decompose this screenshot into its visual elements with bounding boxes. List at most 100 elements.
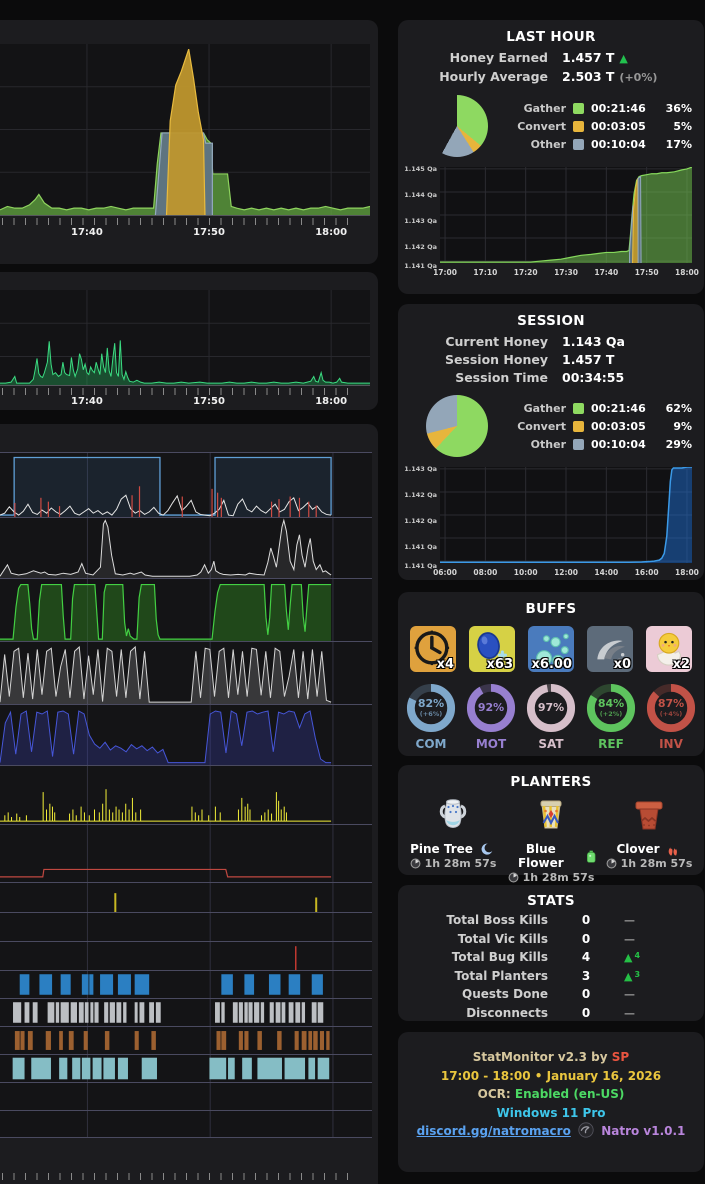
x-axis-ticks — [2, 218, 358, 225]
y-tick-label: 1.141 Qa — [404, 561, 437, 570]
gauge-com: 82% (+6%) COM — [404, 682, 458, 751]
stat-value: 1.457 T ▲ — [562, 50, 628, 65]
y-tick-label: 1.142 Qa — [404, 491, 437, 500]
discord-link[interactable]: discord.gg/natromacro — [416, 1124, 571, 1138]
app-version-line: StatMonitor v2.3 by SP — [472, 1050, 630, 1064]
timeline-tracks-panel — [0, 424, 378, 1184]
timeline-row — [0, 1083, 372, 1111]
legend-swatch — [573, 402, 584, 414]
ocr-status: Enabled (en-US) — [514, 1087, 625, 1101]
x-axis-labels: 17:40 17:50 18:00 — [0, 396, 370, 410]
about-card: StatMonitor v2.3 by SP 17:00 - 18:00 • J… — [398, 1032, 704, 1172]
legend-row: Other 00:10:04 17% — [530, 137, 692, 151]
x-axis-ticks — [2, 388, 358, 395]
legend-row: Convert 00:03:05 5% — [517, 119, 692, 133]
gauge-label: COM — [415, 737, 447, 751]
stat-row: Quests Done 0— — [398, 986, 704, 1005]
x-tick-label: 17:40 — [71, 396, 103, 407]
chart-plot — [440, 467, 692, 563]
time-split-pie-chart — [426, 95, 488, 157]
buff-multiplier: x2 — [672, 657, 690, 672]
x-tick-label: 17:40 — [71, 227, 103, 238]
activity-chart-panel: 17:40 17:50 18:00 — [0, 272, 378, 410]
stat-row: Total Planters 3 ▲ 3 — [398, 968, 704, 987]
session-card: SESSION Current Honey 1.143 Qa Session Ho… — [398, 304, 704, 580]
last-hour-card: LAST HOUR Honey Earned 1.457 T ▲ Hourly A… — [398, 20, 704, 294]
natro-logo-icon — [578, 1122, 594, 1138]
buff-multiplier: x6.00 — [531, 657, 572, 672]
session-honey-chart: 1.143 Qa 1.142 Qa 1.142 Qa 1.141 Qa 1.14… — [404, 465, 699, 577]
y-tick-label: 1.144 Qa — [404, 191, 437, 200]
time-split: Gather 00:21:46 62% Convert 00:03:05 9% Othe… — [398, 395, 704, 457]
timeline-row — [0, 518, 372, 579]
macro-version: Natro v1.0.1 — [601, 1124, 686, 1138]
stat-row: Total Vic Kills 0— — [398, 931, 704, 950]
gauge-label: SAT — [538, 737, 564, 751]
stats-card: STATS Total Boss Kills 0— Total Vic Kills… — [398, 885, 704, 1021]
os-line: Windows 11 Pro — [496, 1105, 606, 1120]
stat-delta: ▲ 4 — [624, 951, 641, 964]
gauge-label: REF — [598, 737, 624, 751]
x-tick-label: 17:50 — [193, 396, 225, 407]
buff-multiplier: x63 — [486, 657, 513, 672]
timer-icon — [508, 872, 519, 883]
blue-clay-planter-icon — [439, 799, 467, 828]
x-tick-label: 18:00 — [315, 396, 348, 407]
timeline-row — [0, 825, 372, 883]
legend-row: Other 00:10:04 29% — [530, 437, 692, 451]
card-title: LAST HOUR — [506, 29, 596, 45]
green-nectar-icon — [586, 850, 596, 863]
y-tick-label: 1.143 Qa — [404, 217, 437, 225]
timeline-row — [0, 1111, 372, 1138]
buff-multiplier: x0 — [613, 657, 631, 672]
stat-value: 2.503 T (+0%) — [562, 69, 658, 84]
x-axis-labels: 17:40 17:50 18:00 — [0, 227, 370, 241]
timer-icon — [606, 858, 617, 869]
timeline-row — [0, 999, 372, 1027]
buff-gauges: 82% (+6%) COM 92% MOT 97% SAT 84% (+2%) RE… — [398, 682, 704, 751]
stat-row: Current Honey 1.143 Qa — [445, 334, 625, 349]
x-tick-label: 18:00 — [315, 227, 348, 238]
timeline-row — [0, 766, 372, 825]
stat-delta: ▲ 3 — [624, 969, 641, 983]
card-title: SESSION — [517, 313, 585, 329]
delta-text: (+0%) — [619, 71, 658, 84]
honey-rate-chart — [0, 44, 370, 216]
legend-swatch — [573, 420, 584, 432]
y-tick-label: 1.145 Qa — [404, 165, 437, 174]
y-tick-label: 1.141 Qa — [404, 542, 437, 551]
timeline-row — [0, 453, 372, 518]
time-split-pie-chart — [426, 395, 488, 457]
gauge-sat: 97% SAT — [524, 682, 578, 751]
last-hour-honey-chart: 1.145 Qa 1.144 Qa 1.143 Qa 1.142 Qa 1.14… — [404, 165, 699, 277]
y-tick-label: 1.142 Qa — [404, 517, 437, 525]
bubbles-buff-icon: x6.00 — [528, 626, 574, 672]
timeline-row — [0, 913, 372, 942]
planter-item: Clover 1h 28m 57s — [601, 796, 697, 884]
legend-swatch — [573, 138, 584, 150]
stat-row: Total Boss Kills 0— — [398, 912, 704, 931]
date-range-line: 17:00 - 18:00 • January 16, 2026 — [440, 1068, 662, 1083]
planter-item: Pine Tree 1h 28m 57s — [405, 796, 501, 884]
planter-item: Blue Flower 1h 28m 57s — [503, 796, 599, 884]
planters-card: PLANTERS Pine Tree 1h 28m 57s Blue Flowe… — [398, 765, 704, 884]
legend-swatch — [573, 438, 584, 450]
painted-planter-icon — [540, 800, 562, 829]
chick-buff-icon: x2 — [646, 626, 692, 672]
legend-swatch — [573, 102, 584, 114]
honey-rate-chart-panel: 17:40 17:50 18:00 — [0, 20, 378, 264]
activity-chart — [0, 290, 370, 386]
legend-row: Convert 00:03:05 9% — [517, 419, 692, 433]
buffs-card: BUFFS x4 x63 x6.00 x0 x2 82% (+6%) COM 92… — [398, 592, 704, 756]
timeline-row — [0, 883, 372, 913]
timeline-row — [0, 642, 372, 705]
y-tick-label: 1.141 Qa — [404, 261, 437, 270]
x-axis-ticks — [2, 1173, 358, 1180]
gauge-inv: 87% (+4%) INV — [644, 682, 698, 751]
stat-label: Hourly Average — [439, 69, 548, 84]
timeline-row — [0, 971, 372, 999]
timeline-row — [0, 705, 372, 766]
timeline-row — [0, 942, 372, 971]
stat-delta: — — [624, 932, 635, 946]
ocr-status-line: OCR: Enabled (en-US) — [477, 1087, 625, 1101]
